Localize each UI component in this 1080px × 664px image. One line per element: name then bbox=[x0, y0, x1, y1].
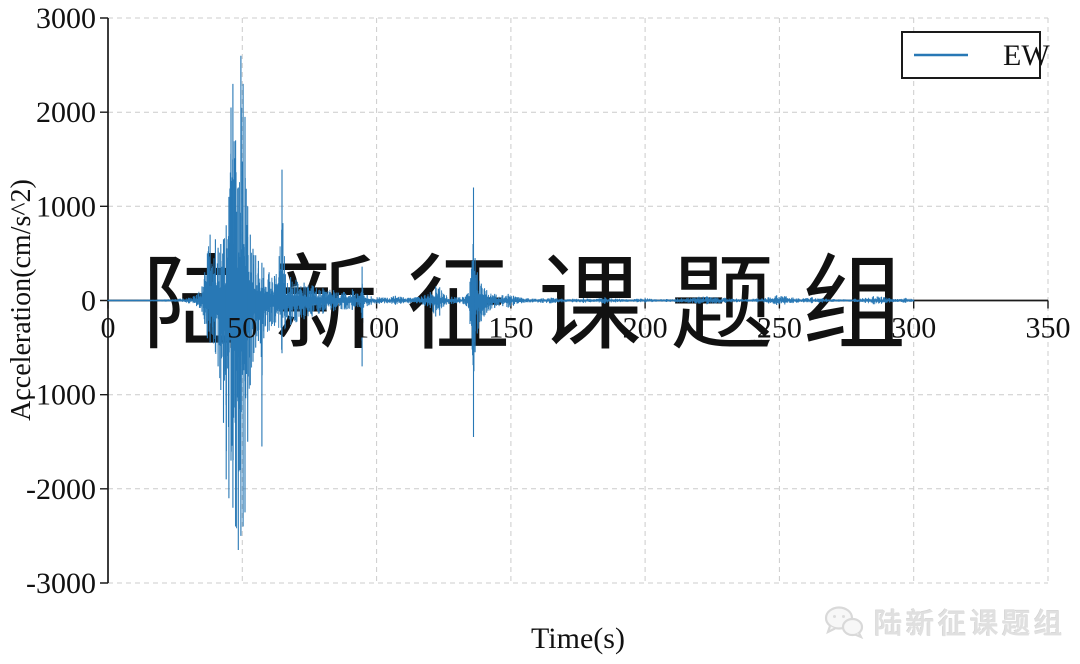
y-tick-label: -1000 bbox=[26, 379, 96, 412]
y-tick-label: -2000 bbox=[26, 473, 96, 506]
x-tick-label: 200 bbox=[623, 312, 668, 345]
x-tick-label: 0 bbox=[101, 312, 116, 345]
wechat-icon bbox=[824, 606, 864, 639]
footer-logo-text: 陆新征课题组 bbox=[873, 609, 1066, 640]
horizontal-gridlines bbox=[108, 17, 1048, 584]
x-tick-label: 350 bbox=[1026, 312, 1071, 345]
x-tick-label: 50 bbox=[227, 312, 257, 345]
x-tick-label: 300 bbox=[891, 312, 936, 345]
y-axis-tick-labels: 3000 2000 1000 0 -1000 -2000 -3000 bbox=[26, 2, 96, 600]
legend-box bbox=[901, 31, 1041, 79]
footer-logo: 陆新征课题组 bbox=[824, 602, 1066, 642]
x-axis-tick-labels: 0 50 100 150 200 250 300 350 bbox=[101, 312, 1071, 345]
y-axis-label: Acceleration(cm/s^2) bbox=[6, 179, 37, 421]
x-tick-label: 150 bbox=[488, 312, 533, 345]
waveform-peaks bbox=[107, 55, 915, 550]
legend: EW bbox=[901, 31, 1050, 79]
y-tick-label: 1000 bbox=[36, 190, 96, 223]
y-tick-label: 2000 bbox=[36, 96, 96, 129]
y-tick-label: 0 bbox=[81, 285, 96, 318]
x-tick-label: 100 bbox=[354, 312, 399, 345]
x-axis-label: Time(s) bbox=[531, 622, 625, 655]
x-tick-label: 250 bbox=[757, 312, 802, 345]
ew-series-waveform bbox=[107, 55, 915, 550]
legend-label: EW bbox=[1003, 39, 1050, 72]
y-tick-label: -3000 bbox=[26, 567, 96, 600]
y-tick-label: 3000 bbox=[36, 2, 96, 35]
